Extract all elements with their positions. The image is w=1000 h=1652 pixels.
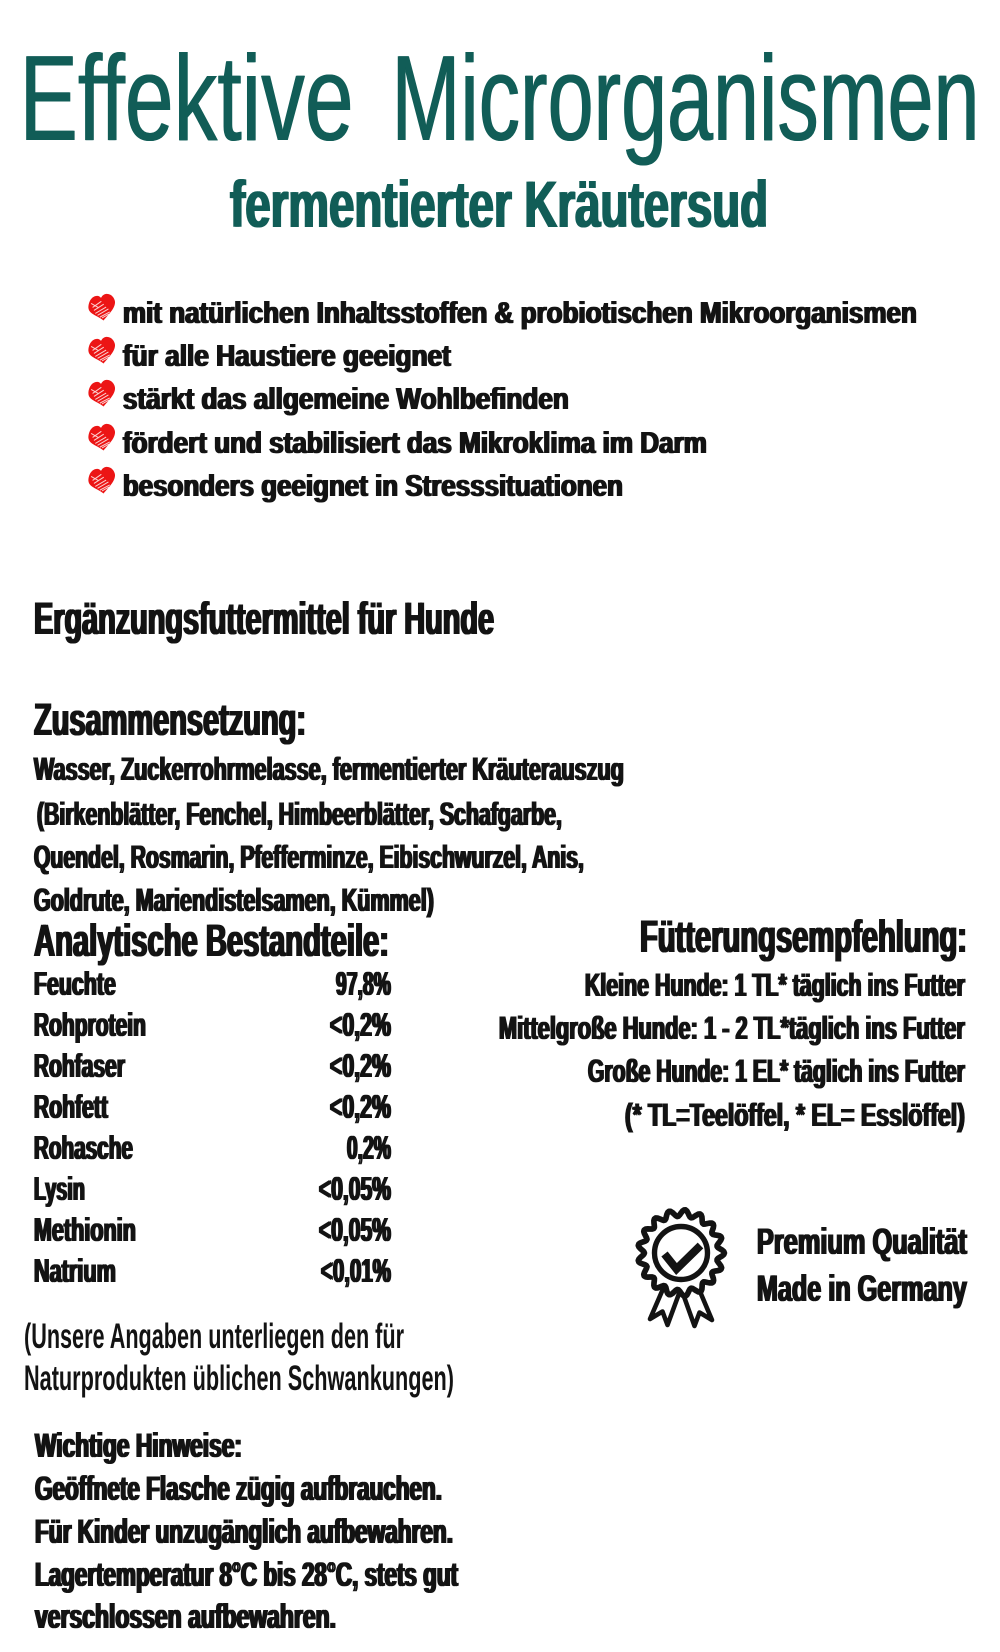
svg-text:Naturprodukten üblichen Schwan: Naturprodukten üblichen Schwankungen): [24, 1359, 454, 1398]
svg-text:(Unsere Angaben unterliegen de: (Unsere Angaben unterliegen den für: [24, 1317, 404, 1356]
